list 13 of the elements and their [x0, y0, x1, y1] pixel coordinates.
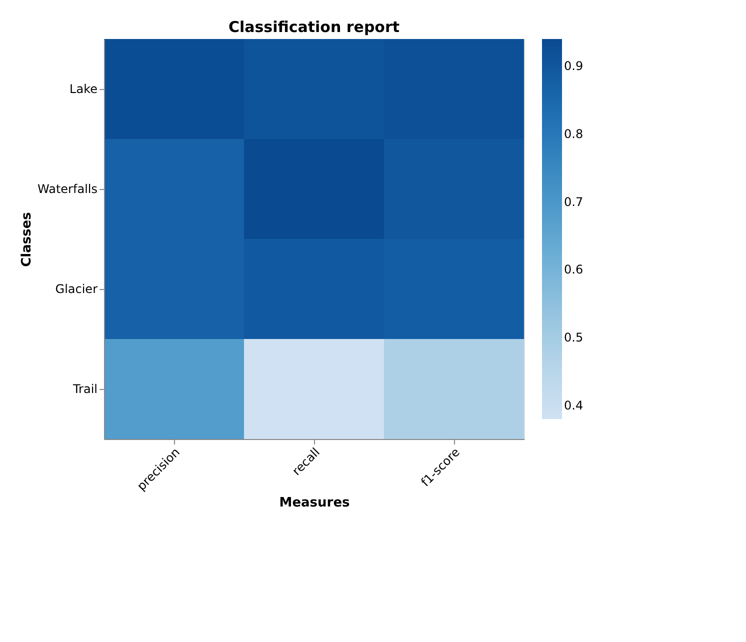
y-tick-label: Glacier: [55, 282, 98, 296]
x-axis-title: Measures: [279, 496, 350, 511]
chart-title: Classification report: [228, 18, 400, 36]
y-tick-label: Trail: [72, 382, 98, 396]
color-bar-label: 0.4: [564, 398, 584, 412]
y-tick-label: Waterfalls: [38, 182, 98, 196]
color-bar-label: 0.8: [564, 127, 584, 141]
y-axis-title: Classes: [20, 212, 35, 267]
color-bar-label: 0.7: [564, 194, 584, 209]
y-tick-label: Lake: [70, 82, 98, 96]
color-bar-label: 0.5: [564, 330, 584, 345]
color-bar-label: 0.6: [564, 262, 584, 277]
color-bar-label: 0.9: [564, 59, 584, 74]
